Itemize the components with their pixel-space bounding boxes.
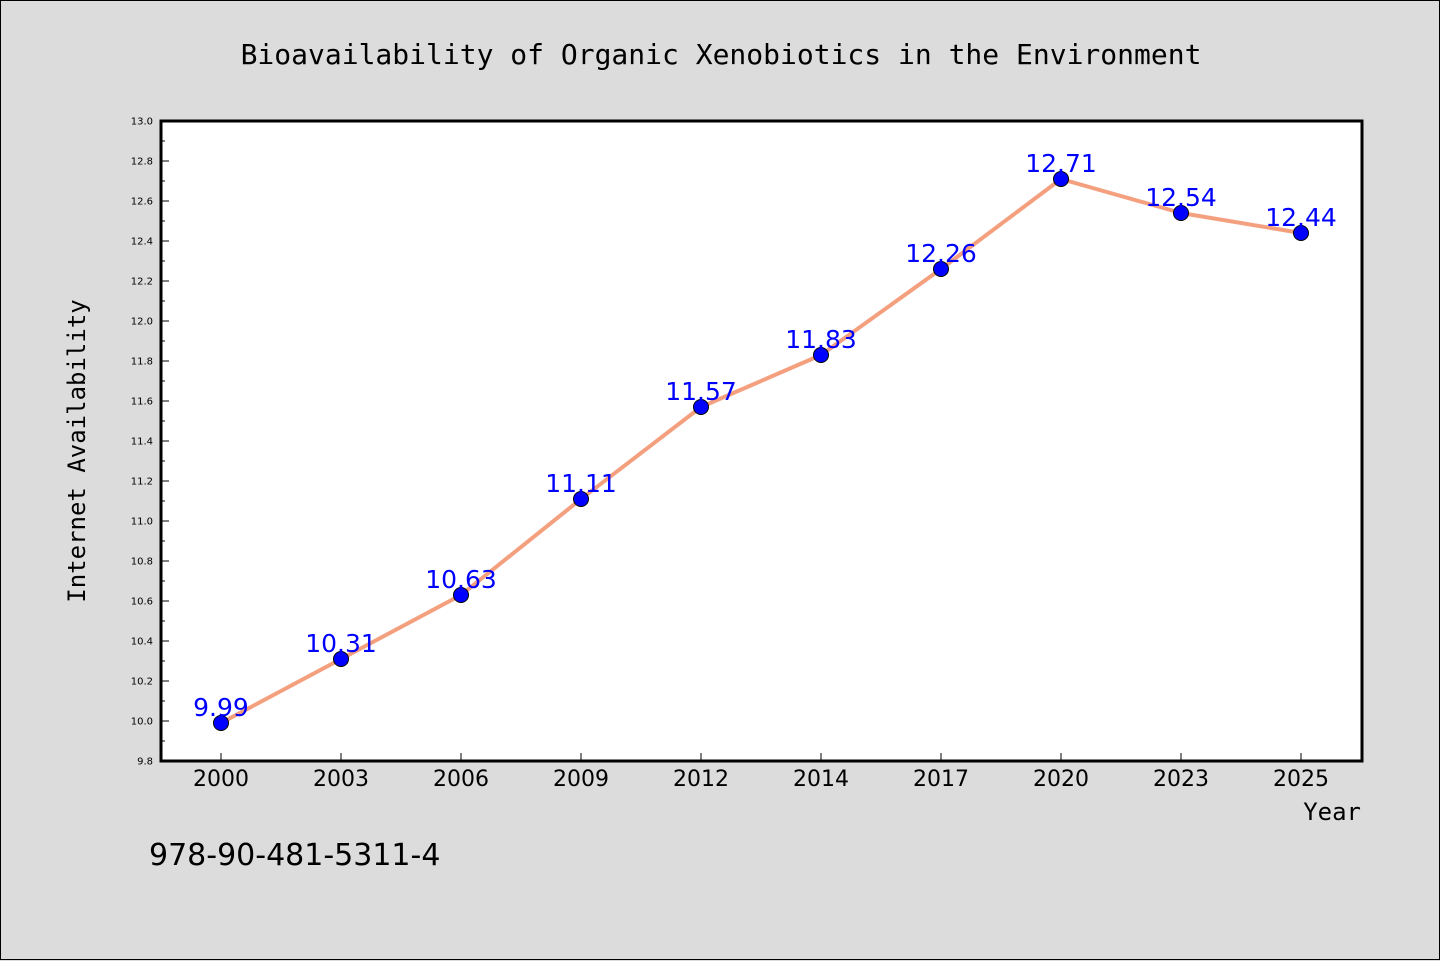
x-tick-label: 2017 [913,767,969,792]
y-tick-label: 12.0 [131,317,153,328]
data-point-label: 12.71 [1025,149,1097,178]
data-labels: 9.99 10.31 10.63 11.11 11.57 11.83 12.26 12.71 1… [193,149,1337,722]
x-tick-label: 2000 [193,767,249,792]
data-point-marker [1173,205,1189,221]
data-point-marker [453,587,469,603]
series-polyline [219,177,1303,725]
chart-title: Bioavailability of Organic Xenobiotics i… [241,38,1202,71]
data-point-marker [813,347,829,363]
data-point-marker [933,261,949,277]
x-tick-label: 2009 [553,767,609,792]
data-point-label: 11.83 [785,325,857,354]
data-point-label: 11.11 [545,469,617,498]
x-axis-ticks: 2000 2003 2006 2009 2012 2014 2017 2020 2023 2025 [193,753,1329,792]
y-tick-label: 9.8 [137,757,153,768]
x-tick-label: 2025 [1273,767,1329,792]
y-tick-label: 12.6 [131,197,153,208]
data-point-label: 12.26 [905,239,977,268]
x-axis-label: Year [1303,798,1361,826]
y-tick-label: 12.4 [131,237,153,248]
y-tick-label: 11.0 [131,517,153,528]
data-point-marker [333,651,349,667]
plot-frame [159,119,1364,763]
data-point-label: 11.57 [665,377,737,406]
y-tick-label: 11.8 [131,357,153,368]
data-point-marker [213,715,229,731]
data-point-marker [1293,225,1309,241]
y-tick-label: 10.2 [131,677,153,688]
x-tick-label: 2003 [313,767,369,792]
data-point-label: 12.44 [1265,203,1337,232]
data-point-marker [693,399,709,415]
x-tick-label: 2023 [1153,767,1209,792]
isbn-footnote: 978-90-481-5311-4 [149,838,440,873]
y-tick-label: 12.8 [131,157,153,168]
y-tick-label: 13.0 [131,117,153,128]
x-tick-label: 2006 [433,767,489,792]
series-line [219,177,1303,725]
y-tick-label: 11.6 [131,397,153,408]
y-tick-label: 10.8 [131,557,153,568]
data-point-label: 9.99 [193,693,249,722]
y-tick-label: 12.2 [131,277,153,288]
data-point-marker [573,491,589,507]
data-point-label: 10.31 [305,629,377,658]
x-tick-label: 2014 [793,767,849,792]
y-tick-label: 10.6 [131,597,153,608]
series-markers [213,171,1309,731]
x-tick-label: 2020 [1033,767,1089,792]
data-point-marker [1053,171,1069,187]
plot-area [161,121,1362,761]
data-point-label: 12.54 [1145,183,1217,212]
y-tick-label: 11.2 [131,477,153,488]
y-tick-label: 10.0 [131,717,153,728]
data-point-label: 10.63 [425,565,497,594]
x-tick-label: 2012 [673,767,729,792]
y-axis-label: Internet Availability [63,299,91,602]
y-tick-label: 11.4 [131,437,153,448]
y-tick-label: 10.4 [131,637,153,648]
